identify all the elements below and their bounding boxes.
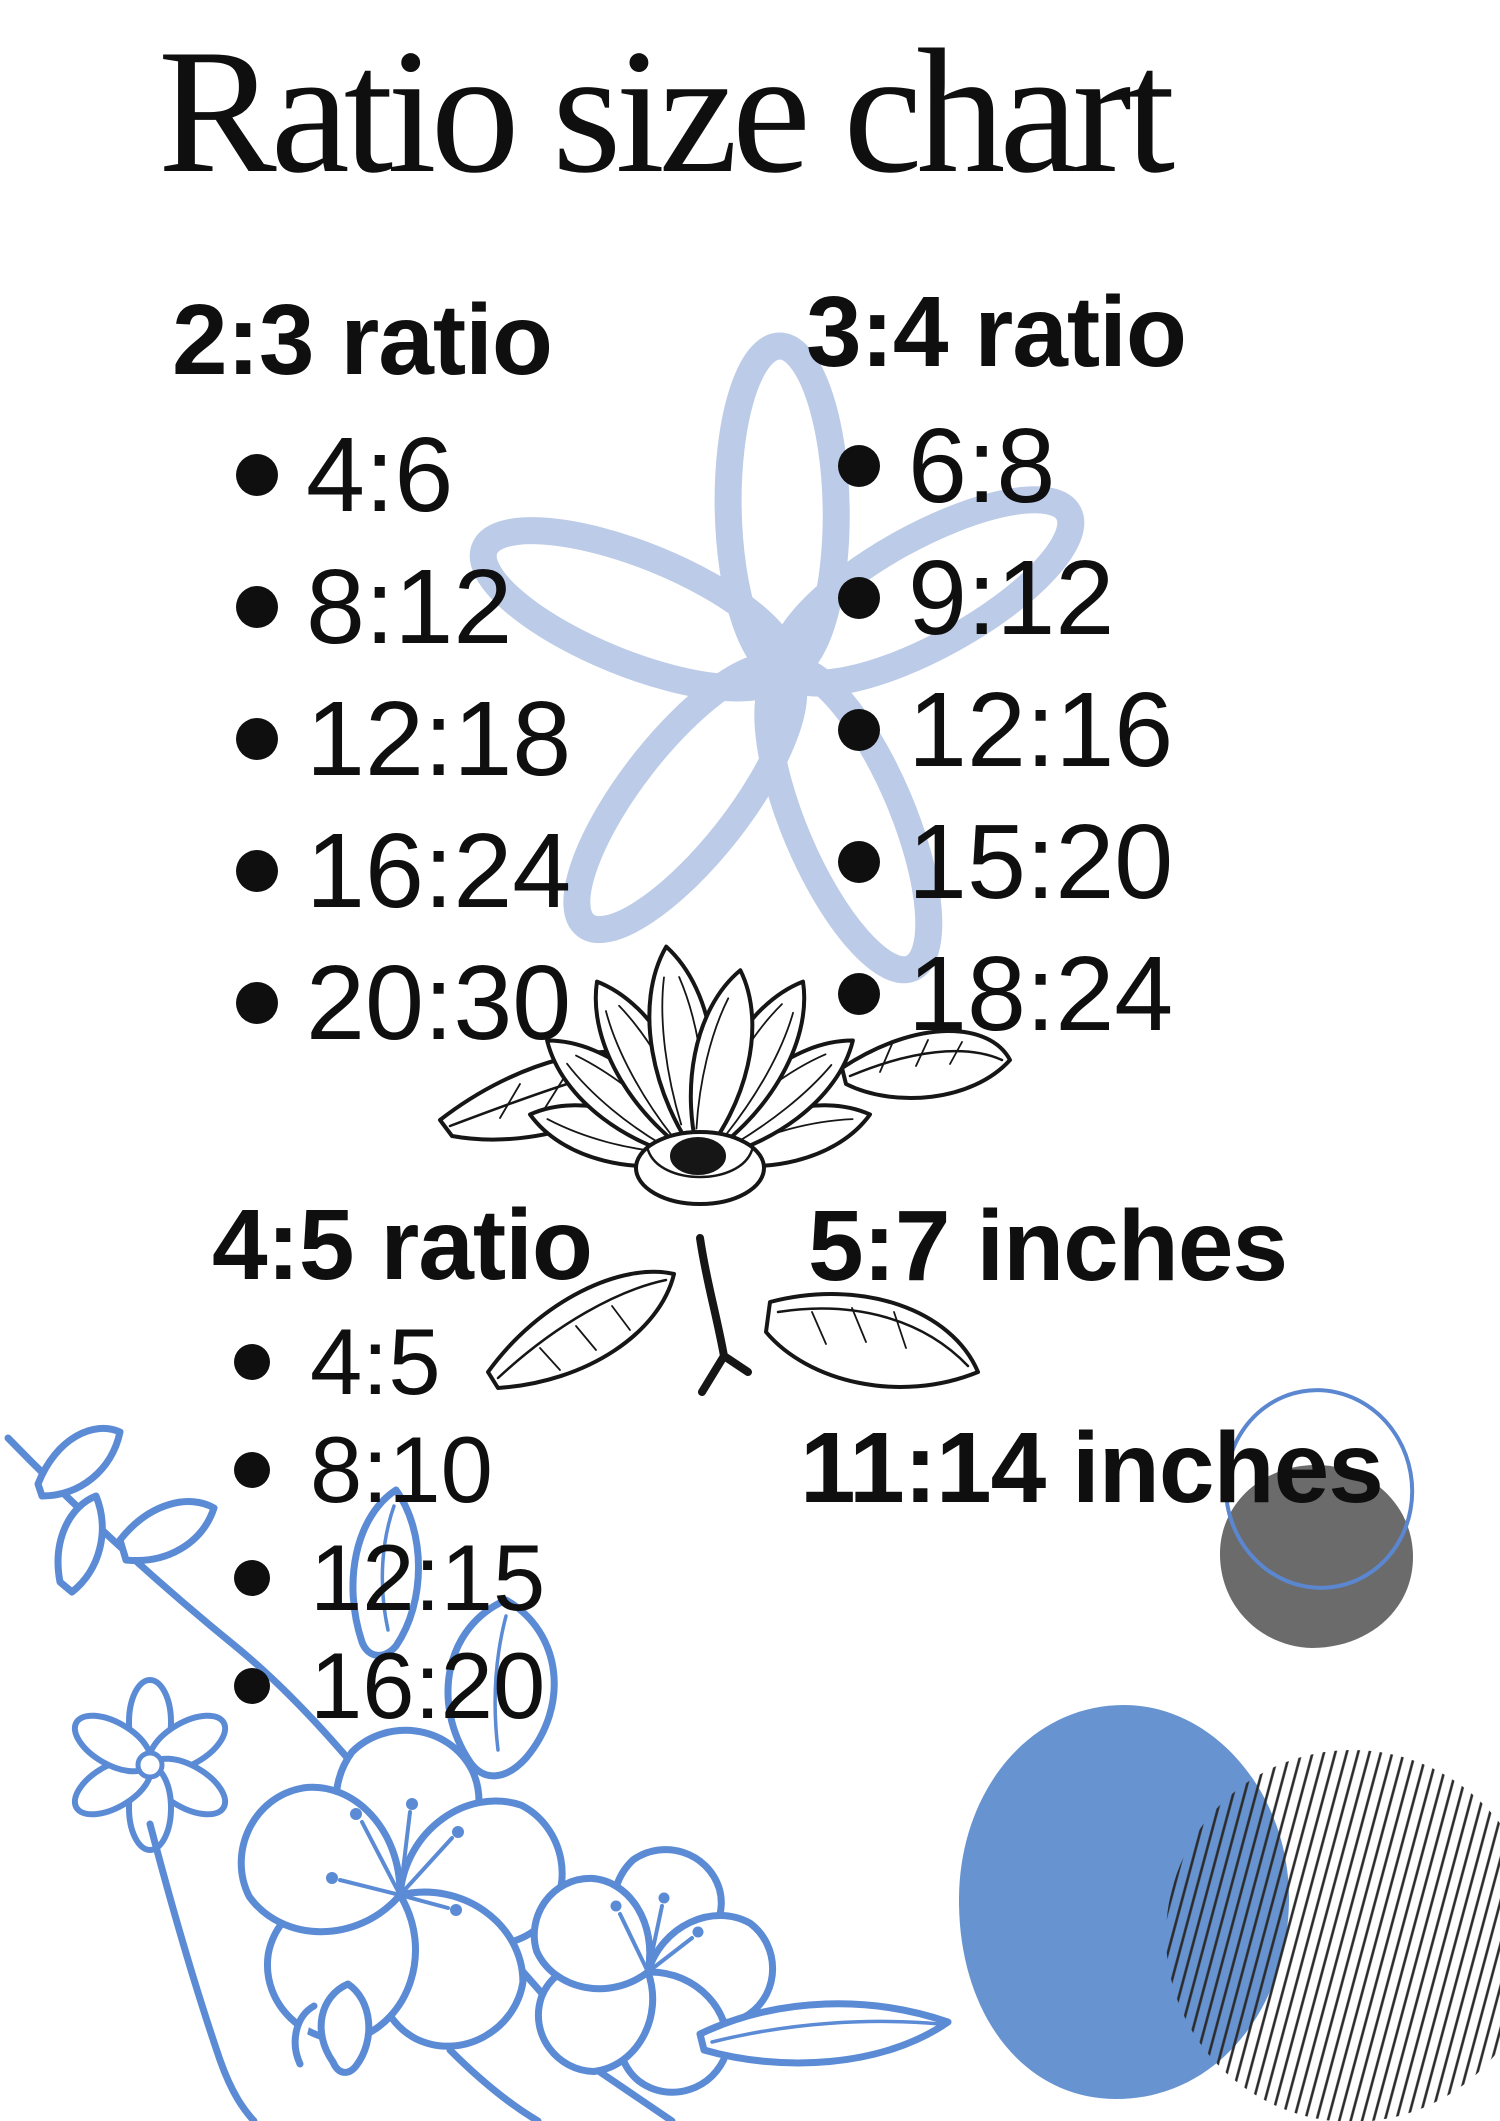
ratio-value: 16:24 <box>306 811 572 930</box>
bullet-icon <box>236 454 278 496</box>
loop-flower-icon <box>469 332 1085 984</box>
ratio-value: 8:12 <box>306 547 513 666</box>
ratio-value: 12:16 <box>908 670 1174 789</box>
list-item: 12:15 <box>234 1524 545 1632</box>
ratio-value: 8:10 <box>310 1417 493 1522</box>
ratio-value: 6:8 <box>908 406 1056 525</box>
gray-circle <box>1219 1465 1413 1648</box>
section-heading-3-4-ratio: 3:4 ratio <box>806 276 1187 388</box>
bullet-icon <box>838 841 880 883</box>
bullet-icon <box>236 982 278 1024</box>
ratio-value: 12:15 <box>310 1525 546 1630</box>
section-heading-2-3-ratio: 2:3 ratio <box>172 284 553 396</box>
ratio-value: 18:24 <box>908 934 1174 1053</box>
ratio-value: 20:30 <box>306 943 572 1062</box>
section-heading-5-7-inches: 5:7 inches <box>808 1190 1288 1302</box>
bullet-icon <box>838 445 880 487</box>
ratio-2-3-list: 4:6 8:12 12:18 16:24 20:30 <box>236 409 571 1069</box>
ratio-4-5-list: 4:5 8:10 12:15 16:20 <box>234 1308 545 1740</box>
blue-blossom-cluster-icon <box>4 1424 952 2121</box>
bullet-icon <box>234 1560 270 1596</box>
bullet-icon <box>236 850 278 892</box>
ratio-value: 12:18 <box>306 679 572 798</box>
bullet-icon <box>838 709 880 751</box>
list-item: 4:6 <box>236 409 571 541</box>
page-title: Ratio size chart <box>158 12 1175 210</box>
list-item: 8:10 <box>234 1416 545 1524</box>
list-item: 9:12 <box>838 532 1173 664</box>
list-item: 8:12 <box>236 541 571 673</box>
ratio-value: 4:6 <box>306 415 454 534</box>
section-heading-11-14-inches: 11:14 inches <box>800 1412 1384 1524</box>
list-item: 4:5 <box>234 1308 545 1416</box>
ratio-value: 15:20 <box>908 802 1174 921</box>
list-item: 16:24 <box>236 805 571 937</box>
list-item: 6:8 <box>838 400 1173 532</box>
ratio-value: 9:12 <box>908 538 1115 657</box>
list-item: 16:20 <box>234 1632 545 1740</box>
bullet-icon <box>838 973 880 1015</box>
ratio-value: 4:5 <box>310 1309 441 1414</box>
bullet-icon <box>838 577 880 619</box>
bullet-icon <box>234 1452 270 1488</box>
ratio-value: 16:20 <box>310 1633 546 1738</box>
hatched-circle-icon <box>1166 1750 1500 2121</box>
bullet-icon <box>236 586 278 628</box>
list-item: 12:18 <box>236 673 571 805</box>
magnolia-flower-icon <box>438 944 1012 1396</box>
blue-outline-circle <box>1223 1388 1415 1590</box>
list-item: 18:24 <box>838 928 1173 1060</box>
section-heading-4-5-ratio: 4:5 ratio <box>212 1189 593 1301</box>
bullet-icon <box>236 718 278 760</box>
list-item: 15:20 <box>838 796 1173 928</box>
bullet-icon <box>234 1668 270 1704</box>
list-item: 20:30 <box>236 937 571 1069</box>
bullet-icon <box>234 1344 270 1380</box>
ratio-3-4-list: 6:8 9:12 12:16 15:20 18:24 <box>838 400 1173 1060</box>
list-item: 12:16 <box>838 664 1173 796</box>
